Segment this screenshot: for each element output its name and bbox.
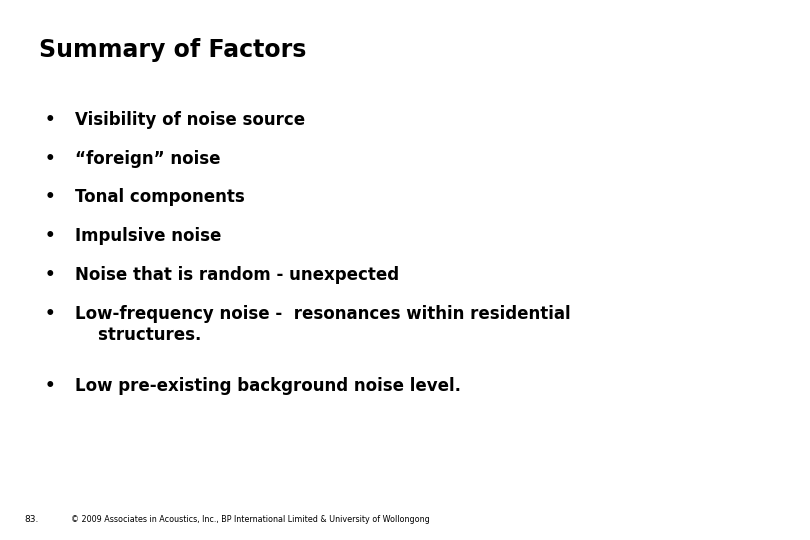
Text: •: •: [45, 150, 55, 167]
Text: •: •: [45, 188, 55, 206]
Text: “foreign” noise: “foreign” noise: [75, 150, 221, 167]
Text: Low-frequency noise -  resonances within residential
    structures.: Low-frequency noise - resonances within …: [75, 305, 571, 344]
Text: Noise that is random - unexpected: Noise that is random - unexpected: [75, 266, 399, 284]
Text: Tonal components: Tonal components: [75, 188, 245, 206]
Text: •: •: [45, 377, 55, 395]
Text: •: •: [45, 111, 55, 129]
Text: •: •: [45, 266, 55, 284]
Text: •: •: [45, 305, 55, 323]
Text: Summary of Factors: Summary of Factors: [39, 38, 306, 62]
Text: Impulsive noise: Impulsive noise: [75, 227, 222, 245]
Text: © 2009 Associates in Acoustics, Inc., BP International Limited & University of W: © 2009 Associates in Acoustics, Inc., BP…: [71, 515, 430, 524]
Text: Low pre-existing background noise level.: Low pre-existing background noise level.: [75, 377, 462, 395]
Text: Visibility of noise source: Visibility of noise source: [75, 111, 305, 129]
Text: •: •: [45, 227, 55, 245]
Text: 83.: 83.: [24, 515, 39, 524]
